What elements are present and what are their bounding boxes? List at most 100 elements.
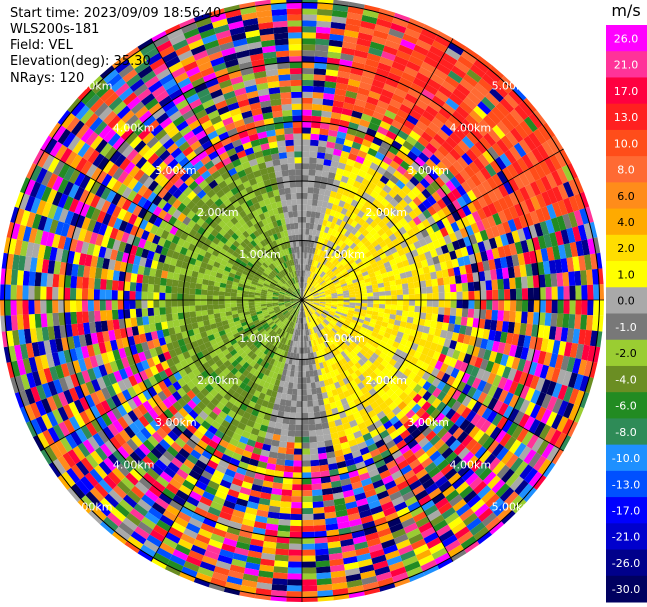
velocity-gate	[448, 115, 462, 128]
velocity-gate	[444, 300, 451, 308]
velocity-gate	[497, 183, 509, 198]
velocity-gate	[302, 97, 313, 104]
velocity-gate	[559, 149, 572, 165]
velocity-gate	[377, 62, 392, 73]
velocity-gate	[393, 193, 403, 204]
velocity-gate	[305, 290, 310, 296]
velocity-gate	[318, 134, 329, 142]
velocity-gate	[4, 284, 11, 300]
velocity-gate	[394, 135, 406, 146]
velocity-gate	[314, 542, 329, 550]
velocity-gate	[297, 389, 302, 396]
velocity-gate	[360, 267, 368, 274]
velocity-gate	[492, 124, 506, 139]
velocity-gate	[311, 266, 315, 273]
velocity-gate	[451, 240, 461, 251]
velocity-gate	[337, 162, 347, 170]
velocity-gate	[343, 244, 350, 252]
velocity-gate	[446, 202, 457, 214]
velocity-gate	[499, 98, 515, 113]
velocity-gate	[356, 241, 364, 249]
velocity-gate	[376, 100, 390, 110]
velocity-gate	[302, 186, 308, 194]
velocity-gate	[364, 208, 374, 217]
velocity-gate	[285, 399, 292, 407]
velocity-gate	[355, 248, 363, 256]
velocity-gate	[320, 237, 326, 245]
velocity-gate	[311, 388, 317, 395]
velocity-gate	[313, 68, 327, 76]
velocity-gate	[302, 288, 305, 295]
velocity-gate	[362, 9, 379, 19]
velocity-gate	[338, 213, 346, 221]
velocity-gate	[509, 277, 516, 290]
velocity-gate	[544, 273, 552, 288]
velocity-gate	[567, 162, 578, 179]
velocity-gate	[477, 195, 488, 209]
velocity-gate	[476, 208, 487, 221]
velocity-gate	[496, 120, 511, 136]
velocity-gate	[294, 442, 302, 449]
velocity-gate	[323, 286, 330, 291]
velocity-gate	[413, 240, 422, 250]
velocity-gate	[347, 225, 355, 233]
velocity-gate	[289, 531, 302, 538]
velocity-gate	[492, 289, 499, 300]
velocity-gate	[551, 300, 558, 314]
velocity-gate	[562, 313, 570, 328]
velocity-gate	[141, 308, 149, 317]
velocity-gate	[377, 126, 389, 136]
velocity-gate	[111, 309, 119, 320]
velocity-gate	[438, 85, 453, 98]
velocity-gate	[307, 295, 314, 299]
velocity-gate	[52, 273, 60, 288]
velocity-gate	[291, 394, 298, 402]
velocity-gate	[386, 254, 395, 262]
velocity-gate	[498, 289, 505, 300]
velocity-gate	[521, 300, 529, 312]
velocity-gate	[508, 205, 519, 219]
velocity-gate	[374, 131, 386, 141]
velocity-gate	[439, 172, 450, 184]
velocity-gate	[311, 280, 316, 286]
velocity-gate	[384, 109, 397, 120]
velocity-gate	[335, 82, 348, 91]
velocity-gate	[376, 166, 387, 176]
velocity-gate	[302, 44, 316, 51]
velocity-gate	[302, 424, 309, 431]
velocity-gate	[545, 173, 558, 189]
velocity-gate	[302, 347, 305, 354]
velocity-gate	[337, 233, 345, 241]
velocity-gate	[423, 83, 439, 96]
velocity-gate	[171, 300, 178, 307]
velocity-gate	[171, 293, 178, 300]
velocity-gate	[425, 105, 439, 118]
velocity-gate	[312, 254, 317, 261]
velocity-gate	[521, 288, 529, 300]
velocity-gate	[408, 288, 415, 295]
velocity-gate	[385, 228, 394, 238]
velocity-gate	[568, 271, 576, 286]
velocity-gate	[315, 169, 323, 177]
velocity-gate	[340, 242, 347, 250]
velocity-gate	[343, 273, 350, 279]
velocity-gate	[367, 147, 378, 157]
velocity-gate	[346, 217, 354, 226]
velocity-gate	[369, 220, 378, 229]
velocity-gate	[343, 29, 359, 39]
velocity-gate	[431, 117, 445, 129]
velocity-gate	[129, 300, 136, 310]
velocity-gate	[329, 209, 337, 217]
velocity-gate	[290, 406, 297, 413]
velocity-gate	[306, 283, 310, 290]
velocity-gate	[311, 289, 317, 294]
velocity-gate	[335, 218, 343, 226]
velocity-gate	[433, 133, 446, 146]
velocity-gate	[523, 97, 537, 113]
velocity-gate	[306, 283, 311, 290]
velocity-gate	[353, 267, 361, 273]
velocity-gate	[507, 218, 518, 232]
velocity-gate	[302, 169, 309, 176]
velocity-gate	[306, 394, 313, 402]
velocity-gate	[206, 300, 213, 305]
